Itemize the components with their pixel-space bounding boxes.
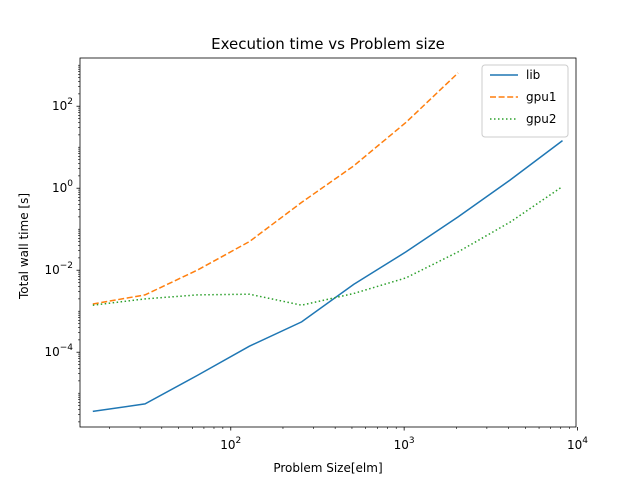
y-tick-label: 10−4 — [44, 343, 73, 359]
y-tick-label: 10−2 — [44, 261, 73, 277]
legend: lib gpu1 gpu2 — [481, 64, 569, 138]
y-axis-label: Total wall time [s] — [17, 193, 31, 300]
series-line-gpu2 — [92, 185, 563, 306]
axes: 102 103 104 10−4 10−2 100 102 — [44, 57, 588, 452]
series-line-gpu1 — [92, 72, 459, 305]
x-axis-label: Problem Size[elm] — [273, 461, 382, 475]
x-tick-label: 103 — [394, 436, 415, 452]
chart-title: Execution time vs Problem size — [211, 35, 445, 53]
legend-label-gpu1: gpu1 — [526, 90, 556, 104]
series-line-lib — [92, 140, 563, 413]
axes-frame — [79, 57, 577, 428]
legend-label-gpu2: gpu2 — [526, 112, 556, 126]
y-tick-label: 102 — [52, 97, 73, 113]
x-tick-label: 102 — [220, 436, 241, 452]
y-tick-label: 100 — [52, 179, 73, 195]
legend-label-lib: lib — [526, 68, 540, 82]
plot-area — [92, 72, 563, 413]
x-tick-label: 104 — [567, 436, 588, 452]
